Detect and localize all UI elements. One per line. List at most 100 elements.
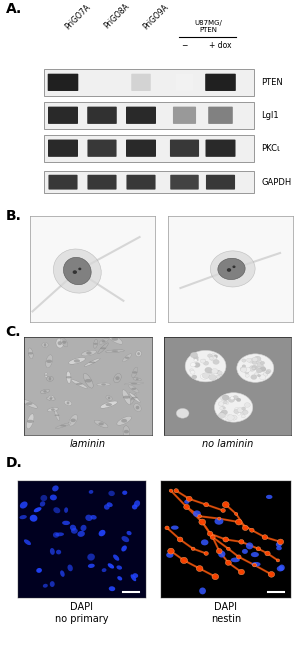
Ellipse shape [236, 519, 242, 525]
Ellipse shape [200, 373, 208, 379]
Ellipse shape [74, 359, 80, 363]
Ellipse shape [34, 507, 41, 512]
Ellipse shape [202, 359, 206, 362]
Ellipse shape [243, 410, 248, 414]
Ellipse shape [208, 354, 212, 357]
Ellipse shape [121, 545, 127, 552]
Ellipse shape [101, 383, 106, 386]
Ellipse shape [180, 557, 188, 564]
Ellipse shape [108, 396, 110, 399]
Ellipse shape [240, 412, 243, 414]
Ellipse shape [62, 341, 66, 344]
Text: DAPI
nestin: DAPI nestin [211, 602, 241, 624]
Ellipse shape [185, 351, 226, 382]
Ellipse shape [228, 397, 235, 402]
Ellipse shape [276, 546, 282, 550]
Ellipse shape [242, 407, 246, 410]
Ellipse shape [223, 407, 226, 409]
FancyBboxPatch shape [126, 139, 156, 157]
Ellipse shape [247, 358, 252, 362]
Ellipse shape [202, 373, 210, 378]
Ellipse shape [216, 548, 222, 554]
Ellipse shape [218, 517, 221, 520]
Ellipse shape [70, 418, 76, 422]
Ellipse shape [27, 420, 34, 423]
Ellipse shape [104, 504, 110, 510]
FancyBboxPatch shape [88, 139, 117, 157]
Ellipse shape [250, 528, 254, 533]
Ellipse shape [111, 337, 118, 341]
Ellipse shape [169, 489, 173, 492]
Ellipse shape [250, 365, 255, 369]
Ellipse shape [204, 503, 208, 507]
Bar [44, 135, 254, 161]
Ellipse shape [113, 554, 119, 561]
Ellipse shape [241, 367, 247, 373]
Ellipse shape [44, 343, 46, 347]
Ellipse shape [53, 532, 59, 538]
Ellipse shape [130, 394, 136, 404]
Ellipse shape [239, 540, 244, 544]
Ellipse shape [194, 356, 198, 360]
Text: B.: B. [5, 209, 21, 224]
Ellipse shape [251, 374, 257, 379]
Ellipse shape [60, 425, 66, 426]
Ellipse shape [218, 258, 245, 280]
Ellipse shape [230, 396, 234, 400]
Ellipse shape [50, 581, 55, 587]
Text: GAPDH: GAPDH [261, 178, 291, 187]
Ellipse shape [87, 554, 95, 560]
Ellipse shape [49, 398, 52, 400]
Ellipse shape [130, 383, 137, 384]
Ellipse shape [237, 354, 274, 382]
Ellipse shape [226, 547, 230, 550]
Ellipse shape [277, 566, 284, 572]
Ellipse shape [24, 539, 31, 545]
Ellipse shape [66, 376, 71, 378]
Ellipse shape [184, 500, 190, 504]
Ellipse shape [260, 367, 266, 372]
Ellipse shape [242, 359, 246, 362]
Ellipse shape [76, 383, 82, 385]
FancyBboxPatch shape [205, 74, 236, 91]
Ellipse shape [102, 568, 106, 572]
Ellipse shape [47, 408, 58, 412]
Ellipse shape [46, 360, 52, 363]
Ellipse shape [40, 501, 45, 507]
Ellipse shape [218, 374, 222, 376]
Ellipse shape [46, 376, 53, 381]
Ellipse shape [209, 357, 214, 360]
Ellipse shape [257, 374, 261, 377]
Ellipse shape [94, 339, 98, 349]
Ellipse shape [266, 371, 270, 374]
Ellipse shape [123, 426, 130, 438]
Ellipse shape [73, 270, 77, 274]
Ellipse shape [94, 420, 108, 428]
Ellipse shape [30, 515, 38, 522]
Ellipse shape [199, 519, 206, 525]
Ellipse shape [218, 402, 224, 406]
Ellipse shape [27, 414, 34, 429]
Ellipse shape [168, 548, 174, 554]
Ellipse shape [217, 371, 222, 375]
Ellipse shape [132, 367, 138, 378]
Ellipse shape [220, 396, 228, 401]
Ellipse shape [252, 361, 257, 365]
Bar [44, 69, 254, 96]
Ellipse shape [214, 355, 217, 358]
Ellipse shape [276, 559, 280, 562]
Ellipse shape [220, 412, 224, 415]
Ellipse shape [265, 551, 270, 556]
Ellipse shape [70, 525, 76, 531]
Ellipse shape [50, 495, 57, 501]
Ellipse shape [242, 525, 248, 531]
Ellipse shape [240, 367, 246, 371]
Ellipse shape [115, 376, 120, 380]
Ellipse shape [64, 400, 72, 406]
Ellipse shape [204, 552, 208, 555]
Ellipse shape [56, 423, 71, 428]
Ellipse shape [196, 566, 203, 572]
Ellipse shape [201, 539, 208, 545]
Ellipse shape [26, 402, 32, 405]
Ellipse shape [250, 359, 255, 363]
